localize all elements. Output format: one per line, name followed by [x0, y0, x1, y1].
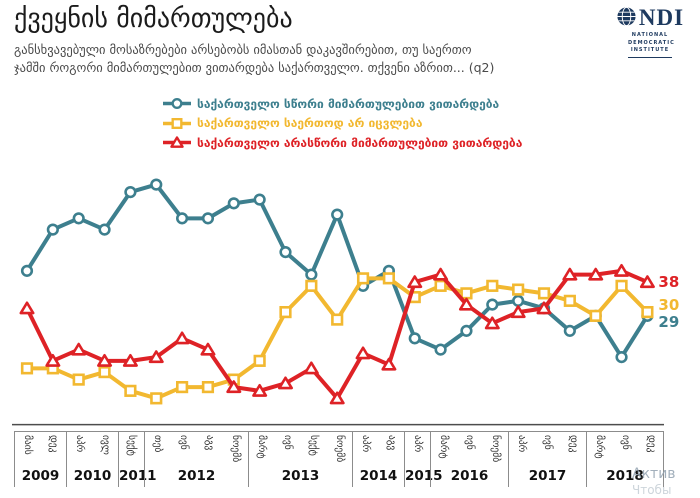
watermark-activate-windows: Актив Чтобы: [632, 466, 700, 497]
series-end-value: 38: [658, 273, 679, 291]
series-end-value: 30: [658, 296, 679, 314]
legend-item: საქართველო არასწორი მიმართულებით ვითარდე…: [162, 133, 522, 153]
ndi-logo-text: NDI: [638, 5, 685, 30]
legend-marker-circle-icon: [163, 98, 191, 110]
legend-marker-triangle-icon: [163, 136, 191, 149]
globe-icon: [616, 6, 637, 31]
ndi-logo-subtext: NATIONAL DEMOCRATIC INSTITUTE: [628, 32, 674, 58]
watermark-line1: Актив: [632, 466, 676, 482]
legend-label: საქართველო არასწორი მიმართულებით ვითარდე…: [197, 135, 523, 150]
series-end-value: 29: [658, 313, 679, 331]
axis-year-group: აპრ ივლ 2010: [66, 431, 118, 487]
year-label: 2010: [73, 468, 112, 484]
axis-year-group: თებ ივნ აგვ ნოემბ 2012: [144, 431, 248, 487]
axis-year-group: აპრ აგვ 2014: [352, 431, 404, 487]
year-label: 2018: [606, 468, 644, 484]
axis-year-group: აპრ ივნ დეკ 2017: [508, 431, 586, 487]
year-label: 2009: [21, 468, 60, 484]
year-label: 2014: [359, 468, 398, 484]
watermark-line2: Чтобы: [632, 483, 672, 497]
legend-marker-square-icon: [163, 117, 191, 129]
legend-item: საქართველო საერთოდ არ იცვლება: [162, 114, 522, 134]
x-axis: მაის დეკ 2009 აპრ ივლ 2010 სექტ 2011 თებ ივნ აგვ ნო…: [0, 431, 700, 487]
year-label: 2012: [177, 468, 216, 484]
page-title: ქვეყნის მიმართულება: [14, 4, 293, 34]
page-subtitle: განსხვავებული მოსაზრებები არსებობს იმასთ…: [14, 42, 495, 75]
year-label: 2016: [450, 468, 489, 484]
axis-year-group: მარტ ივნ დეკ 2018: [586, 431, 664, 487]
year-label: 2013: [281, 468, 320, 484]
axis-year-group: მაის დეკ 2009: [14, 431, 66, 487]
chart-legend: საქართველო სწორი მიმართულებით ვითარდება …: [162, 94, 522, 153]
legend-label: საქართველო სწორი მიმართულებით ვითარდება: [197, 96, 500, 111]
axis-year-group: მარტ ივნ ნოემბ 2016: [430, 431, 508, 487]
ndi-logo: NDI NATIONAL DEMOCRATIC INSTITUTE: [606, 5, 694, 58]
axis-year-group: მარტ ივნ სექტ ნოემბ 2013: [248, 431, 352, 487]
year-label: 2017: [528, 468, 567, 484]
legend-item: საქართველო სწორი მიმართულებით ვითარდება: [162, 94, 522, 114]
legend-label: საქართველო საერთოდ არ იცვლება: [197, 116, 423, 131]
